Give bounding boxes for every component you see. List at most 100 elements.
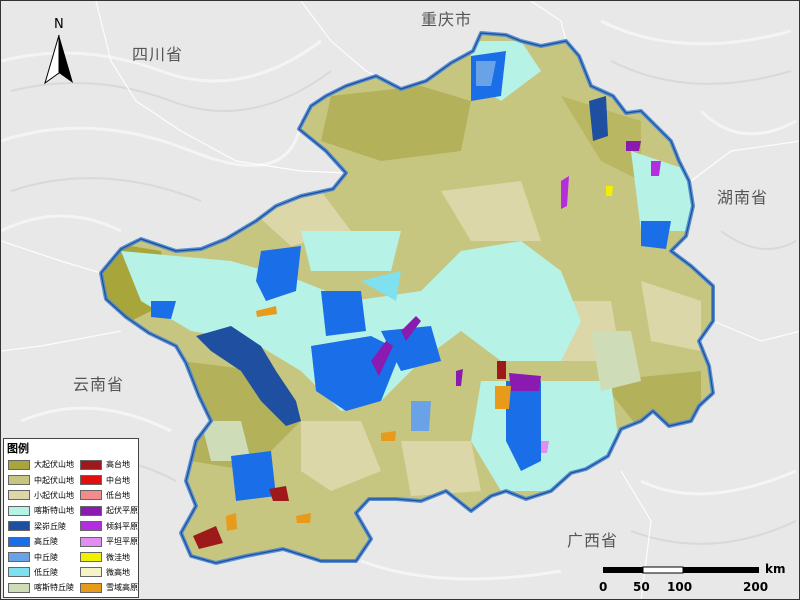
snow-plateau [226,513,237,531]
scale-tick-label: 50 [633,580,650,594]
legend-item: 中台地 [80,472,138,487]
small-relief-mountain [301,421,381,491]
legend-swatch [80,459,102,470]
legend-item: 起伏平原 [80,503,138,518]
large-relief-mountain [601,371,701,431]
legend-swatch [8,459,30,470]
legend-item: 雪域高原 [80,580,138,595]
legend-swatch [80,567,102,578]
micro-lowland [606,186,613,196]
region-label-guangxi: 广西省 [567,531,619,550]
legend-item: 梁峁丘陵 [8,519,74,534]
karst-hill [201,421,251,461]
legend-label: 雪域高原 [106,583,138,593]
snow-plateau [381,431,396,441]
relief-shading [1,19,797,581]
high-hill [641,221,671,249]
legend-swatch [80,552,102,563]
legend-item: 低台地 [80,488,138,503]
province-boundary-inner [100,32,714,564]
legend-swatch [8,536,30,547]
high-hill [231,451,276,501]
legend-swatch [80,505,102,516]
undulating-plain [456,369,463,386]
legend-column-right: 高台地中台地低台地起伏平原倾斜平原平坦平原微洼地微高地雪域高原 [80,457,138,596]
karst-hill [591,331,641,391]
legend-label: 小起伏山地 [34,490,74,500]
undulating-plain [509,373,541,391]
legend-column-left: 大起伏山地中起伏山地小起伏山地喀斯特山地梁峁丘陵高丘陵中丘陵低丘陵喀斯特丘陵 [8,457,74,596]
legend-item: 微洼地 [80,549,138,564]
high-hill [321,291,366,336]
legend-label: 微高地 [106,567,130,577]
legend-swatch [8,521,30,532]
legend-label: 中起伏山地 [34,475,74,485]
high-hill [381,326,441,371]
snow-plateau [495,386,511,409]
legend-label: 喀斯特山地 [34,506,74,516]
legend-swatch [80,490,102,501]
legend-item: 高台地 [80,457,138,472]
province-terrain [101,33,713,563]
legend-swatch [80,475,102,486]
undulating-plain [626,141,641,151]
legend-swatch [8,552,30,563]
small-relief-mountain [641,281,701,351]
high-hill [256,246,301,301]
legend-item: 倾斜平原 [80,519,138,534]
ridge-hill [589,96,608,141]
legend-item: 低丘陵 [8,565,74,580]
scale-bar-graphic [603,566,759,574]
legend-item: 平坦平原 [80,534,138,549]
legend-label: 倾斜平原 [106,521,138,531]
scale-tick-label: 0 [599,580,608,594]
north-arrow-icon [44,34,73,85]
legend-item: 中丘陵 [8,549,74,564]
legend-label: 喀斯特丘陵 [34,583,74,593]
high-tableland [193,526,223,549]
legend-swatch [8,582,30,593]
legend-item: 微高地 [80,565,138,580]
region-label-sichuan: 四川省 [132,45,184,64]
legend-title: 图例 [7,442,29,455]
legend-label: 中台地 [106,475,130,485]
legend-item: 中起伏山地 [8,472,74,487]
legend-label: 中丘陵 [34,552,58,562]
large-relief-mountain [561,96,641,181]
scale-tick-label: 100 [667,580,693,594]
inclined-plain [561,176,569,209]
scale-tick-label: 200 [743,580,769,594]
legend-item: 小起伏山地 [8,488,74,503]
ridge-hill [196,326,301,426]
legend-item: 喀斯特山地 [8,503,74,518]
legend-swatch [80,521,102,532]
legend-label: 起伏平原 [106,506,138,516]
legend-item: 大起伏山地 [8,457,74,472]
high-hill [151,301,176,319]
inclined-plain [651,161,661,176]
legend-label: 低台地 [106,490,130,500]
middle-hill [411,401,431,431]
legend-label: 大起伏山地 [34,460,74,470]
legend-label: 高台地 [106,460,130,470]
legend-label: 低丘陵 [34,567,58,577]
high-tableland [497,361,506,379]
legend-item: 高丘陵 [8,534,74,549]
legend-label: 平坦平原 [106,537,138,547]
legend-swatch [80,582,102,593]
snow-plateau [256,306,277,317]
large-relief-mountain [321,86,471,161]
undulating-plain [401,316,421,341]
legend: 图例 大起伏山地中起伏山地小起伏山地喀斯特山地梁峁丘陵高丘陵中丘陵低丘陵喀斯特丘… [3,438,139,598]
legend-label: 梁峁丘陵 [34,521,66,531]
legend-label: 微洼地 [106,552,130,562]
region-label-yunnan: 云南省 [73,375,125,394]
high-tableland [269,486,289,501]
karst-mountain [301,231,401,271]
small-relief-mountain [401,441,481,496]
undulating-plain [371,341,393,376]
middle-hill [476,61,496,86]
north-label: N [54,17,64,32]
